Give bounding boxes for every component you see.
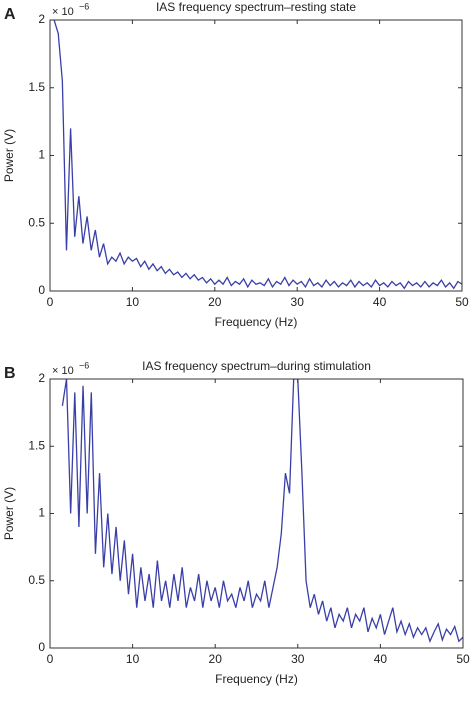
x-tick-label: 0 xyxy=(47,652,54,666)
y-tick-label: 2 xyxy=(38,12,45,26)
x-tick-label: 40 xyxy=(373,295,387,309)
x-tick-label: 20 xyxy=(208,295,222,309)
y-tick-label: 0.5 xyxy=(28,215,45,229)
panel: 0 10 20 30 40 50 0 0.5 1 1.5 2 IAS frequency spectr… xyxy=(2,359,470,686)
x-axis-label: Frequency (Hz) xyxy=(215,672,298,686)
line xyxy=(53,20,462,290)
y-scale-label: × 10 xyxy=(52,365,74,377)
y-scale-exponent: −6 xyxy=(79,1,89,11)
y-tick-label: 1 xyxy=(38,148,45,162)
axes-frame xyxy=(49,378,464,649)
y-tick-label: 0 xyxy=(38,640,45,654)
x-tick-label: 30 xyxy=(291,295,305,309)
y-scale-exponent: −6 xyxy=(79,360,89,370)
x-tick-label: 10 xyxy=(126,295,140,309)
panel-label: B xyxy=(4,365,16,382)
y-tick-label: 2 xyxy=(38,371,45,385)
x-tick-label: 30 xyxy=(291,652,305,666)
chart-title: IAS frequency spectrum–during stimulatio… xyxy=(142,359,371,373)
x-tick-label: 0 xyxy=(47,295,54,309)
y-tick-label: 0.5 xyxy=(28,573,45,587)
y-tick-label: 0 xyxy=(38,283,45,297)
x-tick-label: 40 xyxy=(374,652,388,666)
x-tick-label: 50 xyxy=(456,652,470,666)
panel-label: A xyxy=(4,6,16,23)
axes-frame xyxy=(49,19,463,292)
chart-title: IAS frequency spectrum–resting state xyxy=(156,0,356,14)
y-scale-label: × 10 xyxy=(52,6,74,18)
x-tick-label: 20 xyxy=(209,652,223,666)
x-tick-label: 10 xyxy=(126,652,140,666)
y-axis-label: Power (V) xyxy=(2,129,16,182)
y-tick-label: 1.5 xyxy=(28,438,45,452)
panel: 0 10 20 30 40 50 0 0.5 1 1.5 2 IAS frequency spectr… xyxy=(2,0,469,329)
y-tick-label: 1 xyxy=(38,506,45,520)
y-axis-label: Power (V) xyxy=(2,487,16,540)
x-tick-label: 50 xyxy=(455,295,469,309)
x-axis-label: Frequency (Hz) xyxy=(215,315,298,329)
line xyxy=(61,379,463,644)
y-tick-label: 1.5 xyxy=(28,80,45,94)
